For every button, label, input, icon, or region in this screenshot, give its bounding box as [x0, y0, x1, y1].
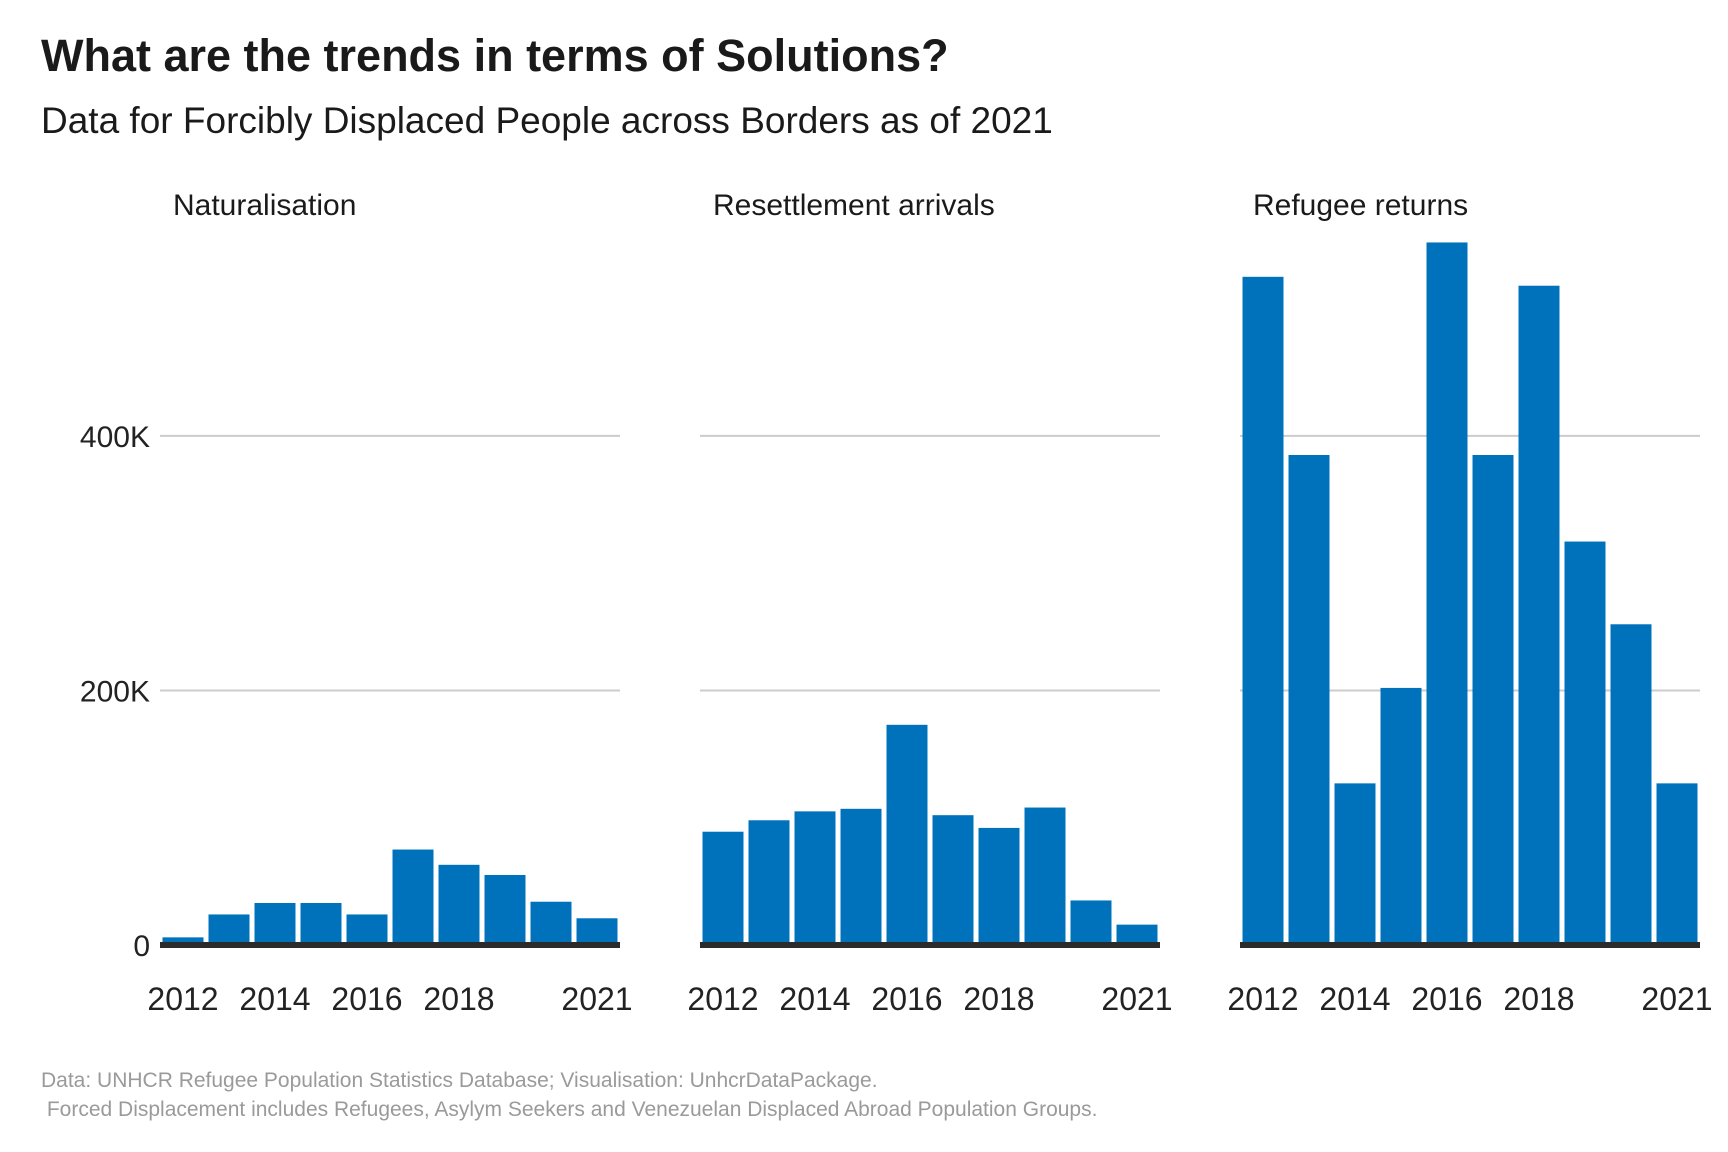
- bar-2021: [576, 918, 618, 945]
- x-tick-label: 2012: [147, 981, 218, 1017]
- bar-2018: [978, 827, 1020, 945]
- bar-2020: [530, 901, 572, 945]
- bar-2016: [346, 914, 388, 945]
- x-tick-label: 2012: [1227, 981, 1298, 1017]
- bar-2017: [1472, 455, 1514, 945]
- bar-2014: [1334, 783, 1376, 945]
- x-tick-label: 2018: [1503, 981, 1574, 1017]
- bar-2012: [702, 831, 744, 945]
- x-tick-label: 2014: [779, 981, 850, 1017]
- x-tick-label: 2016: [871, 981, 942, 1017]
- x-tick-label: 2021: [561, 981, 632, 1017]
- bar-2021: [1656, 783, 1698, 945]
- bar-2012: [1242, 276, 1284, 945]
- x-tick-label: 2018: [423, 981, 494, 1017]
- bar-2016: [1426, 242, 1468, 946]
- bar-2016: [886, 724, 928, 945]
- bar-2019: [484, 875, 526, 945]
- panel-refugee-returns: Refugee returns 2012 2014 2016 2018 2021: [1227, 189, 1712, 1017]
- bar-2021: [1116, 924, 1158, 945]
- bar-2014: [254, 903, 296, 945]
- x-tick-label: 2014: [239, 981, 310, 1017]
- bar-2014: [794, 811, 836, 945]
- chart-title: What are the trends in terms of Solution…: [41, 30, 949, 81]
- bar-2013: [1288, 455, 1330, 945]
- panel-naturalisation: Naturalisation 2012 2014 2016 2018 2021: [147, 189, 632, 1017]
- bar-2012: [162, 937, 204, 945]
- x-tick-label: 2016: [331, 981, 402, 1017]
- x-tick-label: 2018: [963, 981, 1034, 1017]
- bar-2020: [1070, 900, 1112, 945]
- panel-title: Naturalisation: [173, 189, 356, 222]
- y-tick-label: 0: [133, 930, 150, 963]
- bar-2015: [1380, 687, 1422, 945]
- bar-2013: [748, 820, 790, 945]
- panel-title: Resettlement arrivals: [713, 189, 995, 222]
- panel-resettlement-arrivals: Resettlement arrivals 2012 2014 2016 2018 202…: [687, 189, 1172, 1017]
- bar-2019: [1024, 807, 1066, 945]
- bar-2018: [1518, 285, 1560, 945]
- y-tick-label: 200K: [80, 675, 150, 708]
- bar-2013: [208, 914, 250, 945]
- bar-2018: [438, 864, 480, 945]
- caption-note: Forced Displacement includes Refugees, A…: [41, 1098, 1098, 1121]
- x-tick-label: 2012: [687, 981, 758, 1017]
- chart-caption: Data: UNHCR Refugee Population Statistic…: [41, 1066, 1097, 1124]
- x-tick-label: 2014: [1319, 981, 1390, 1017]
- chart-subtitle: Data for Forcibly Displaced People acros…: [41, 100, 1053, 141]
- x-tick-label: 2021: [1101, 981, 1172, 1017]
- panel-title: Refugee returns: [1253, 189, 1468, 222]
- caption-source: Data: UNHCR Refugee Population Statistic…: [41, 1069, 878, 1092]
- x-tick-label: 2021: [1641, 981, 1712, 1017]
- y-tick-label: 400K: [80, 421, 150, 454]
- bar-2015: [300, 903, 342, 945]
- bar-2020: [1610, 624, 1652, 945]
- x-tick-label: 2016: [1411, 981, 1482, 1017]
- bar-2019: [1564, 541, 1606, 945]
- bar-2017: [932, 815, 974, 945]
- bar-2017: [392, 849, 434, 945]
- bar-2015: [840, 808, 882, 945]
